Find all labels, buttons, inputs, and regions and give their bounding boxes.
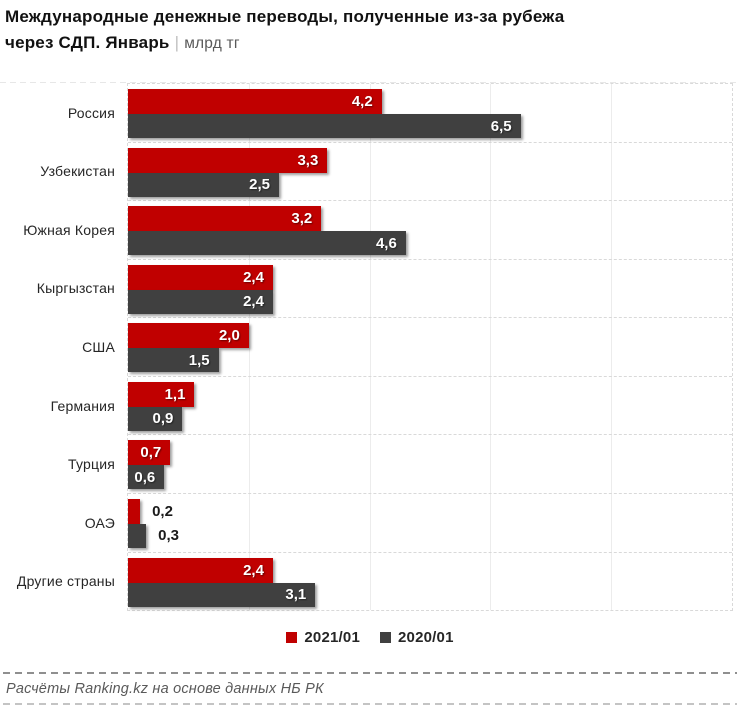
bar-2021-01: 2,0	[128, 323, 249, 349]
bar-2020-01: 6,5	[128, 114, 521, 138]
title-separator: |	[174, 33, 180, 52]
chart-row: ОАЭ 0,2 0,3	[85, 494, 732, 553]
bar-2020-01: 0,6	[128, 465, 165, 490]
category-label: Другие страны	[16, 573, 115, 590]
category-label: Южная Корея	[23, 221, 115, 238]
chart-row: Россия 4,2 6,5	[68, 84, 732, 143]
bar-2020-01: 4,6	[128, 231, 406, 256]
source-credit: Расчёты Ranking.kz на основе данных НБ Р…	[6, 681, 324, 697]
faint-dashed-line-top	[0, 82, 740, 83]
category-label: ОАЭ	[84, 514, 115, 531]
chart-row: Турция 0,7 0,6	[68, 435, 732, 494]
value-label-2020-01: 2,4	[243, 293, 264, 311]
gridline	[490, 84, 492, 610]
value-label-2020-01: 2,5	[249, 176, 270, 194]
bar-2021-01: 0,2	[128, 498, 173, 524]
legend-item-2021-01: 2021/01	[286, 629, 360, 646]
bar-2020-01: 0,9	[128, 406, 183, 431]
value-label-2021-01: 2,0	[218, 327, 240, 345]
chart-unit-label: млрд тг	[184, 35, 240, 52]
value-label-2020-01: 0,6	[134, 468, 156, 486]
gridline	[611, 84, 613, 610]
legend-swatch-2021-01	[286, 632, 298, 643]
category-label: Турция	[67, 456, 115, 473]
value-label-2021-01: 2,4	[243, 561, 264, 579]
chart-row: Кыргызстан 2,4 2,4	[37, 260, 732, 319]
value-label-2021-01: 0,7	[140, 444, 162, 462]
bar-2020-01: 0,3	[128, 523, 179, 548]
value-label-2021-01: 0,2	[152, 502, 173, 520]
chart-row: Другие страны 2,4 3,1	[17, 553, 732, 611]
category-label: Россия	[67, 104, 115, 121]
bar-2021-01: 4,2	[128, 89, 382, 114]
plot-area: Россия 4,2 6,5 Узбекистан 3,3 2,5 Южная …	[17, 83, 733, 611]
legend-swatch-2020-01	[380, 632, 391, 643]
value-label-2021-01: 1,1	[164, 385, 186, 403]
bar-2021-01: 2,4	[128, 557, 273, 583]
chart-title: Международные денежные переводы, получен…	[5, 4, 564, 57]
category-label: Германия	[50, 397, 115, 414]
category-label: Кыргызстан	[36, 280, 115, 297]
bar-2020-01: 3,1	[128, 582, 316, 607]
bar-2020-01: 2,5	[128, 172, 279, 197]
value-label-2021-01: 3,2	[291, 210, 313, 228]
chart-title-line1: Международные денежные переводы, получен…	[5, 7, 565, 26]
category-label: США	[82, 339, 115, 356]
bar-2021-01: 1,1	[128, 381, 195, 407]
footer-dashed-divider	[3, 672, 737, 674]
value-label-2020-01: 0,3	[158, 527, 179, 545]
gridline	[248, 84, 250, 610]
gridline	[369, 84, 371, 610]
chart-row: Узбекистан 3,3 2,5	[40, 143, 732, 202]
value-label-2020-01: 3,1	[285, 586, 307, 603]
value-label-2021-01: 2,4	[243, 268, 264, 286]
value-label-2020-01: 4,6	[375, 234, 397, 252]
legend: 2021/01 2020/01	[0, 629, 740, 646]
category-label: Узбекистан	[40, 163, 115, 180]
chart-title-line2-bold: через СДП. Январь	[5, 33, 170, 52]
value-label-2020-01: 0,9	[152, 410, 174, 428]
bar-2021-01: 3,2	[128, 206, 322, 232]
bottom-dashed-divider	[3, 703, 737, 705]
legend-label-2021-01: 2021/01	[304, 629, 360, 646]
bar-2020-01: 1,5	[128, 348, 219, 373]
bar-2021-01: 2,4	[128, 264, 273, 290]
bar-2020-01: 2,4	[128, 289, 273, 314]
value-label-2021-01: 3,3	[297, 151, 319, 169]
value-label-2020-01: 6,5	[490, 117, 512, 135]
chart-row: Германия 1,1 0,9	[51, 377, 732, 436]
bar-2021-01: 3,3	[128, 147, 328, 173]
legend-item-2020-01: 2020/01	[380, 629, 454, 646]
chart-row: США 2,0 1,5	[82, 318, 732, 377]
value-label-2020-01: 1,5	[188, 351, 210, 369]
bar-2021-01: 0,7	[128, 440, 171, 466]
chart-row: Южная Корея 3,2 4,6	[23, 201, 732, 260]
value-label-2021-01: 4,2	[351, 93, 373, 110]
legend-label-2020-01: 2020/01	[398, 629, 454, 646]
chart-title-line2: через СДП. Январь | млрд тг	[5, 30, 564, 57]
